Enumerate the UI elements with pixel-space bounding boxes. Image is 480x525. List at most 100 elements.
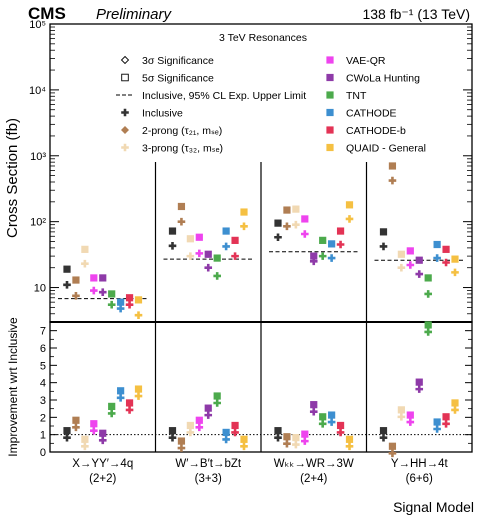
sigma5-point bbox=[301, 215, 309, 223]
category-label: X→YY′→4q bbox=[72, 458, 133, 470]
x-axis-label: Signal Model bbox=[393, 499, 474, 515]
chart-title: 3 TeV Resonances bbox=[219, 32, 307, 44]
legend-entry-label: TNT bbox=[346, 90, 367, 102]
improvement-point-3sigma bbox=[177, 444, 186, 452]
improvement-point-5sigma bbox=[117, 387, 125, 395]
improvement-point-5sigma bbox=[186, 421, 194, 430]
top-y-axis-label: Cross Section (fb) bbox=[4, 118, 21, 238]
improvement-point-3sigma bbox=[301, 437, 309, 445]
sigma3-point bbox=[274, 233, 282, 242]
improvement-point-5sigma bbox=[415, 378, 423, 386]
improvement-point-5sigma bbox=[424, 321, 432, 329]
category-sublabel: (6+6) bbox=[406, 473, 433, 485]
sigma5-point bbox=[231, 236, 239, 244]
legend-entry-label: Inclusive, 95% CL Exp. Upper Limit bbox=[142, 90, 306, 102]
ticks: 10 10² 10³ 10⁴ 10⁵ 0 1 2 3 4 5 6 7 X→YY′→4q (2+2) W′→B′… bbox=[29, 19, 472, 485]
sigma3-point bbox=[433, 254, 441, 262]
bottom-y-tick-label: 3 bbox=[40, 395, 46, 407]
legend-entry-label: Inclusive bbox=[142, 108, 183, 120]
sigma3-point bbox=[213, 272, 221, 280]
improvement-point-5sigma bbox=[328, 411, 336, 419]
category-sublabel: (3+3) bbox=[195, 473, 222, 485]
sigma5-point bbox=[406, 247, 414, 255]
sigma3-point bbox=[327, 254, 336, 262]
top-y-tick-label: 10³ bbox=[30, 151, 46, 163]
improvement-point-5sigma bbox=[345, 435, 354, 443]
sigma3-point bbox=[309, 257, 318, 266]
legend-marker bbox=[326, 91, 334, 99]
sigma5-point bbox=[72, 276, 80, 284]
bottom-y-tick-label: 7 bbox=[40, 326, 46, 338]
improvement-point-5sigma bbox=[240, 435, 248, 443]
improvement-point-5sigma bbox=[310, 401, 318, 409]
improvement-point-5sigma bbox=[336, 421, 345, 430]
sigma5-point bbox=[310, 252, 318, 260]
improvement-point-3sigma bbox=[283, 439, 291, 448]
improvement-point-3sigma bbox=[336, 428, 345, 437]
improvement-point-5sigma bbox=[433, 418, 441, 426]
improvement-point-5sigma bbox=[442, 413, 450, 421]
sigma5-point bbox=[274, 219, 282, 227]
improvement-point-3sigma bbox=[231, 428, 239, 437]
improvement-point-5sigma bbox=[72, 416, 80, 424]
legend-marker-square bbox=[121, 73, 129, 82]
sigma3-point bbox=[415, 270, 424, 278]
improvement-point-3sigma bbox=[107, 409, 116, 418]
legend-entry-label: CATHODE-b bbox=[346, 125, 406, 137]
sigma3-point bbox=[283, 222, 291, 231]
improvement-point-3sigma bbox=[415, 385, 424, 393]
sigma5-point bbox=[134, 296, 143, 304]
sigma3-point bbox=[134, 311, 143, 320]
improvement-point-3sigma bbox=[63, 433, 71, 442]
legend-entry-label: CWoLa Hunting bbox=[346, 73, 420, 85]
improvement-point-3sigma bbox=[116, 394, 125, 402]
legend-entry-label: 3σ Significance bbox=[142, 55, 214, 67]
sigma5-point bbox=[81, 245, 89, 253]
improvement-point-3sigma bbox=[388, 449, 397, 458]
sigma5-point bbox=[345, 201, 354, 209]
sigma5-point bbox=[433, 240, 441, 249]
sigma5-point bbox=[186, 235, 194, 243]
improvement-point-5sigma bbox=[388, 442, 397, 450]
sigma3-point bbox=[177, 217, 186, 226]
legend-marker bbox=[326, 73, 334, 82]
improvement-point-3sigma bbox=[424, 328, 432, 336]
sigma5-point bbox=[240, 208, 248, 216]
improvement-point-5sigma bbox=[108, 402, 116, 410]
improvement-point-5sigma bbox=[63, 427, 71, 435]
improvement-point-3sigma bbox=[345, 442, 354, 451]
improvement-point-3sigma bbox=[125, 406, 134, 414]
legend-entry-label: QUAID - General bbox=[346, 143, 426, 155]
improvement-point-3sigma bbox=[195, 423, 204, 432]
sigma5-point bbox=[99, 274, 107, 282]
bottom-y-tick-label: 1 bbox=[40, 430, 46, 442]
sigma3-point bbox=[90, 286, 98, 295]
legend-entry-label: 2-prong (τ₂₁, mₛₑ) bbox=[142, 125, 222, 137]
bottom-y-tick-label: 4 bbox=[40, 378, 46, 390]
improvement-point-3sigma bbox=[309, 407, 318, 416]
sigma5-point bbox=[292, 205, 300, 213]
improvement-point-3sigma bbox=[406, 418, 415, 426]
legend-entry-label: 5σ Significance bbox=[142, 73, 214, 85]
improvement-point-5sigma bbox=[222, 428, 230, 436]
experiment-label: CMS bbox=[28, 4, 66, 23]
improvement-point-5sigma bbox=[99, 429, 107, 437]
sigma3-point bbox=[240, 222, 248, 231]
improvement-point-3sigma bbox=[72, 423, 80, 432]
category-label: W′→B′t→bZt bbox=[175, 458, 241, 470]
improvement-point-3sigma bbox=[442, 420, 450, 428]
lumi-label: 138 fb⁻¹ (13 TeV) bbox=[362, 6, 470, 22]
sigma5-point bbox=[319, 236, 327, 244]
improvement-point-5sigma bbox=[81, 435, 89, 443]
sigma5-point bbox=[177, 202, 186, 211]
improvement-point-5sigma bbox=[168, 427, 177, 435]
legend-marker bbox=[121, 143, 129, 152]
sigma3-point bbox=[424, 290, 432, 298]
sigma3-point bbox=[195, 249, 204, 258]
sigma5-point bbox=[336, 227, 345, 235]
sigma3-point bbox=[125, 300, 134, 309]
top-y-tick-label: 10⁵ bbox=[29, 19, 46, 31]
improvement-point-3sigma bbox=[318, 420, 327, 428]
sigma5-point bbox=[388, 162, 397, 170]
legend-marker bbox=[121, 108, 129, 117]
